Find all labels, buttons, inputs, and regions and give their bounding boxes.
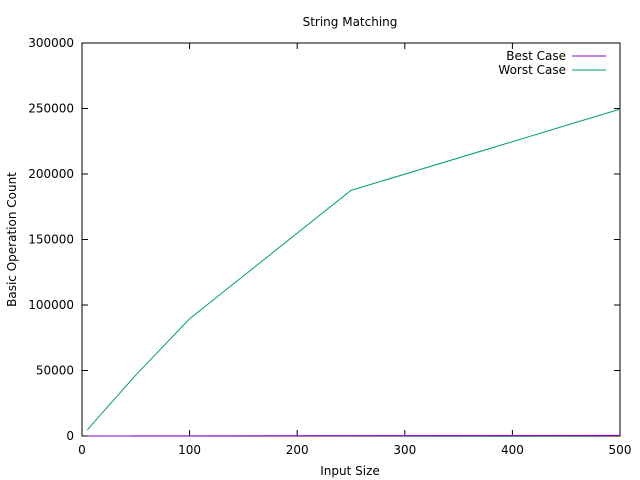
series-layer — [86, 108, 621, 437]
x-tick-label: 100 — [178, 443, 201, 457]
y-axis-label: Basic Operation Count — [5, 172, 19, 307]
chart-title: String Matching — [303, 15, 398, 29]
y-tick-label: 100000 — [28, 298, 74, 312]
series-line-best-case — [87, 434, 621, 437]
x-tick-label: 300 — [393, 443, 416, 457]
y-tick-label: 200000 — [28, 167, 74, 181]
y-tick-label: 250000 — [28, 102, 74, 116]
axis-ticks: 0 100 200 300 400 500 0 50000 100000 150000 200000… — [28, 36, 631, 457]
series-line-worst-case — [86, 108, 621, 431]
plot-frame — [81, 42, 621, 437]
x-tick-label: 0 — [78, 443, 86, 457]
y-tick-label: 0 — [66, 429, 74, 443]
y-tick-label: 150000 — [28, 233, 74, 247]
y-tick-label: 50000 — [36, 364, 74, 378]
legend-label-best-case: Best Case — [506, 49, 566, 63]
x-tick-label: 200 — [286, 443, 309, 457]
x-tick-label: 500 — [609, 443, 632, 457]
legend-label-worst-case: Worst Case — [498, 63, 566, 77]
x-axis-label: Input Size — [320, 464, 380, 478]
x-tick-label: 400 — [501, 443, 524, 457]
y-tick-label: 300000 — [28, 36, 74, 50]
